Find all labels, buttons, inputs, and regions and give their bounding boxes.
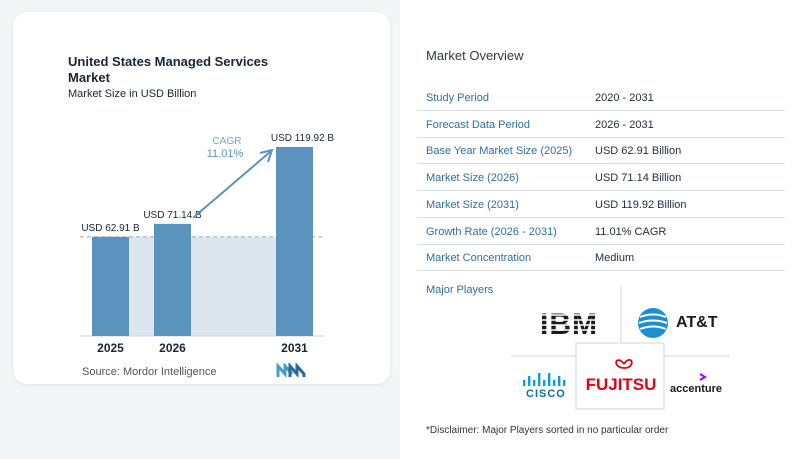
overview-row-value: 2026 - 2031: [595, 118, 654, 131]
bar-value-label: USD 62.91 B: [81, 223, 140, 234]
overview-row: Study Period 2020 - 2031: [417, 84, 785, 111]
overview-row: Market Concentration Medium: [417, 244, 785, 272]
cagr-label: CAGR: [213, 136, 242, 147]
disclaimer-text: *Disclaimer: Major Players sorted in no …: [426, 425, 669, 436]
overview-row-label: Market Concentration: [426, 252, 532, 265]
overview-row-label: Forecast Data Period: [426, 118, 530, 131]
bar-2026: [154, 223, 191, 336]
market-size-chart: USD 62.91 B 2025 USD 71.14 B 2026 USD 119.92…: [80, 133, 335, 355]
overview-row-label: Market Size (2031): [426, 198, 519, 211]
x-tick-label: 2031: [281, 341, 308, 355]
cagr-value: 11.01%: [207, 148, 244, 160]
x-tick-label: 2026: [159, 341, 186, 355]
overview-row: Forecast Data Period 2026 - 2031: [417, 111, 785, 138]
bar-2031: [276, 147, 313, 336]
bar-value-label: USD 71.14 B: [143, 210, 202, 221]
bar-value-label: USD 119.92 B: [271, 133, 335, 144]
overview-row-value: USD 62.91 Billion: [595, 145, 682, 158]
major-players-title: Major Players: [426, 284, 494, 296]
overview-row: Market Size (2031) USD 119.92 Billion: [417, 191, 785, 218]
att-globe-icon: [638, 308, 668, 338]
overview-row-value: Medium: [595, 252, 635, 265]
chart-title-line1: United States Managed Services: [68, 54, 269, 69]
overview-row-value: 2020 - 2031: [595, 92, 654, 104]
svg-text:FUJITSU: FUJITSU: [586, 375, 657, 394]
source-text: Source: Mordor Intelligence: [82, 366, 217, 378]
mordor-logo-icon: [276, 363, 306, 378]
overview-row-label: Market Size (2026): [426, 172, 519, 185]
overview-row-label: Study Period: [426, 92, 489, 104]
overview-row: Growth Rate (2026 - 2031) 11.01% CAGR: [417, 218, 785, 245]
chart-title-line2: Market: [68, 70, 110, 85]
chart-subtitle: Market Size in USD Billion: [68, 88, 197, 100]
overview-title: Market Overview: [426, 48, 524, 63]
overview-row: Base Year Market Size (2025) USD 62.91 Bi…: [417, 137, 785, 165]
cagr-arrowhead-icon: [259, 148, 274, 163]
cisco-bars-icon: [523, 373, 566, 386]
chart-title: United States Managed Services Market: [68, 54, 268, 86]
svg-text:IBM: IBM: [540, 308, 598, 338]
overview-row-label: Growth Rate (2026 - 2031): [426, 225, 557, 238]
svg-text:accenture: accenture: [670, 383, 722, 395]
x-tick-label: 2025: [97, 341, 124, 355]
cagr-arrow: [192, 151, 271, 219]
bar-2025: [92, 236, 129, 336]
overview-row-label: Base Year Market Size (2025): [426, 145, 573, 158]
overview-row-value: USD 71.14 Billion: [595, 172, 682, 185]
overview-row-value: 11.01% CAGR: [595, 225, 667, 238]
overview-row: Market Size (2026) USD 71.14 Billion: [417, 164, 785, 192]
overview-row-value: USD 119.92 Billion: [595, 198, 687, 211]
